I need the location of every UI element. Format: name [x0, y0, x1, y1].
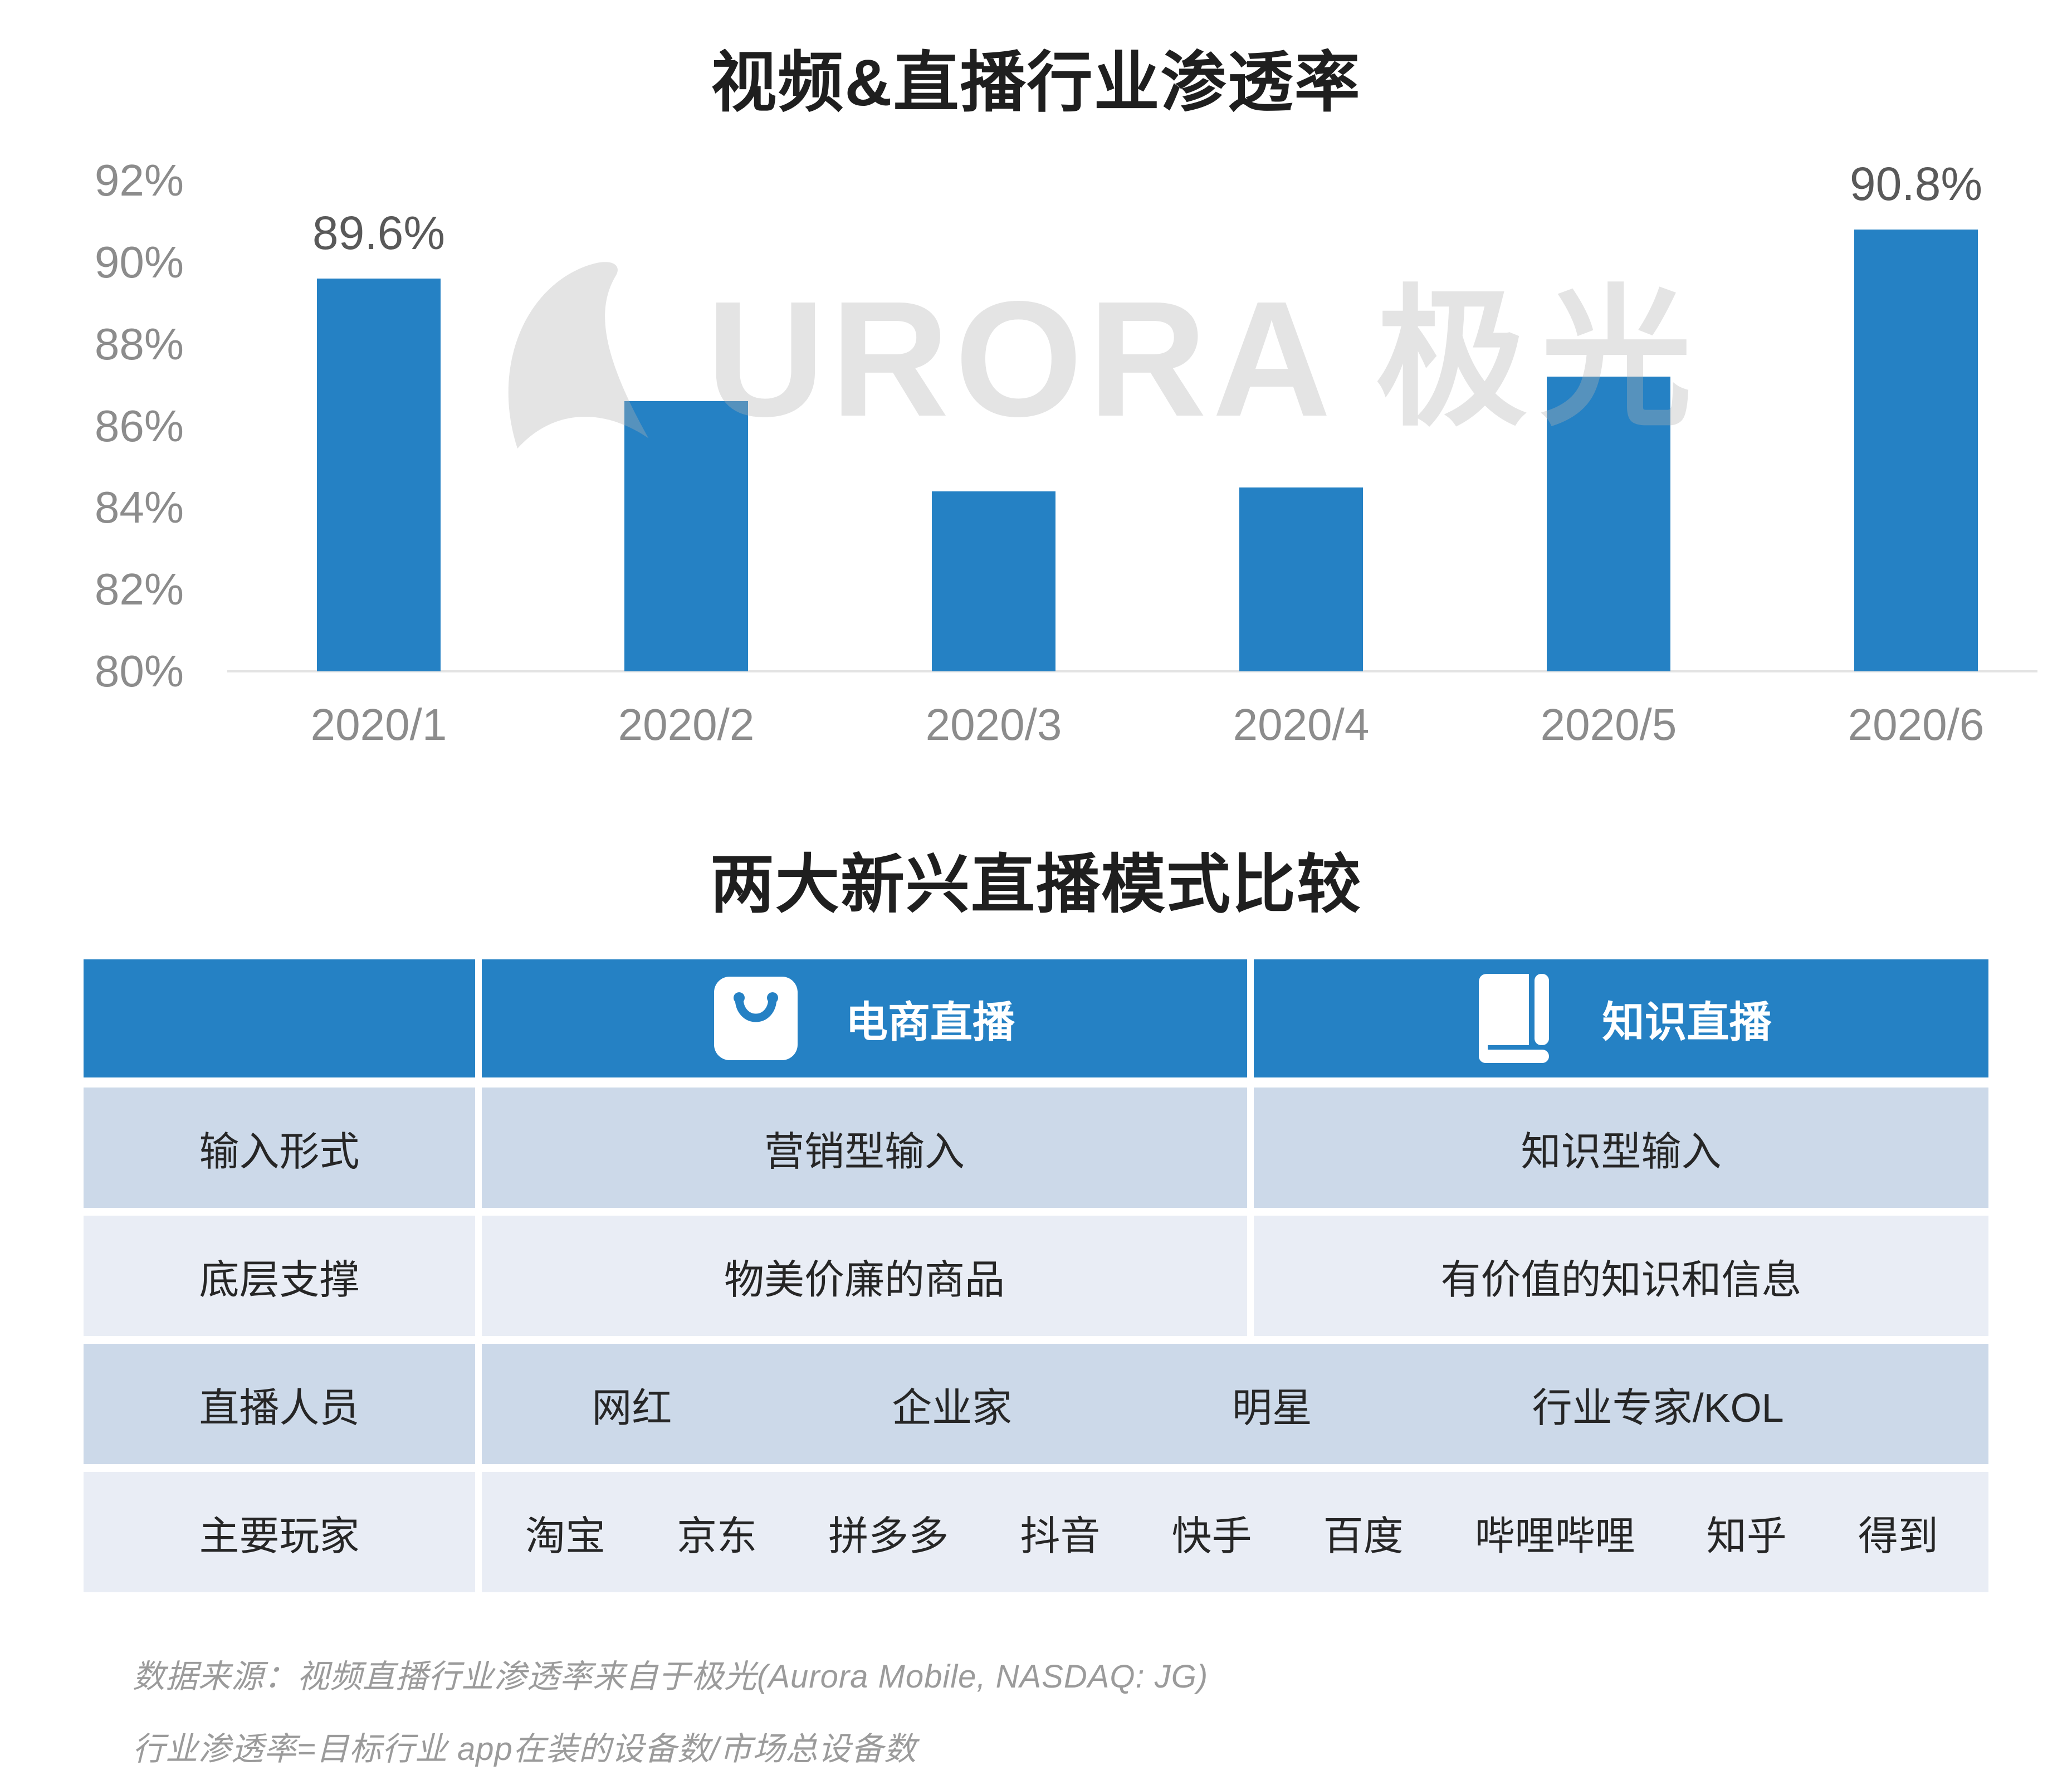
bar-2020/6	[1854, 230, 1978, 671]
data-source-note: 数据来源：视频直播行业渗透率来自于极光(Aurora Mobile, NASDA…	[133, 1659, 1209, 1695]
y-axis-label: 84%	[94, 482, 184, 533]
streamer-item: 明星	[1232, 1386, 1312, 1431]
streamer-item: 网红	[592, 1386, 672, 1431]
chart-title: 视频&直播行业渗透率	[711, 46, 1361, 120]
row-label: 主要玩家	[84, 1472, 475, 1592]
x-axis-label: 2020/2	[618, 700, 755, 749]
row-label: 输入形式	[84, 1088, 475, 1208]
header-empty-cell	[84, 959, 475, 1077]
bar-value-label: 89.6%	[312, 207, 446, 260]
streamer-item: 行业专家/KOL	[1532, 1386, 1784, 1431]
player-item: 拼多多	[828, 1514, 949, 1559]
x-axis-label: 2020/1	[310, 700, 447, 749]
table-title: 两大新兴直播模式比较	[710, 849, 1362, 920]
header-cell-knowledge: 知识直播	[1254, 959, 1988, 1077]
header-label-knowledge: 知识直播	[1602, 999, 1772, 1046]
player-item: 京东	[677, 1514, 758, 1559]
table-row-main-players: 主要玩家 淘宝 京东 拼多多 抖音 快手 百度 哔哩哔哩 知乎 得到	[84, 1472, 1988, 1592]
bar-2020/3	[932, 491, 1055, 671]
table-header-row: 电商直播 知识直播	[84, 959, 1988, 1077]
bar-chart: URORA 极光 92% 90% 88% 86% 84% 82% 80% 2020/1 89.6…	[0, 0, 2072, 791]
player-item: 哔哩哔哩	[1474, 1514, 1635, 1559]
x-axis-label: 2020/4	[1233, 700, 1370, 749]
cell-knowledge-input: 知识型输入	[1254, 1088, 1988, 1208]
book-icon	[1471, 972, 1555, 1065]
header-cell-ecommerce: 电商直播	[482, 959, 1247, 1077]
y-axis-label: 88%	[94, 319, 184, 369]
cell-players-merged: 淘宝 京东 拼多多 抖音 快手 百度 哔哩哔哩 知乎 得到	[482, 1472, 1988, 1592]
streamer-item: 企业家	[892, 1386, 1013, 1431]
player-item: 淘宝	[525, 1514, 606, 1559]
cell-knowledge-foundation: 有价值的知识和信息	[1254, 1216, 1988, 1336]
y-axis-label: 90%	[94, 237, 184, 287]
x-axis-label: 2020/5	[1540, 700, 1677, 749]
bar-2020/4	[1239, 487, 1363, 671]
watermark-brand-text: URORA	[706, 267, 1337, 451]
x-axis-label: 2020/6	[1848, 700, 1985, 749]
cell-streamers-merged: 网红 企业家 明星 行业专家/KOL	[482, 1344, 1988, 1464]
player-item: 得到	[1858, 1514, 1938, 1559]
row-label: 直播人员	[84, 1344, 475, 1464]
player-item: 知乎	[1706, 1514, 1787, 1559]
x-axis-line	[227, 670, 2037, 672]
bar-value-label: 90.8%	[1849, 158, 1983, 211]
table-row-foundation: 底层支撑 物美价廉的商品 有价值的知识和信息	[84, 1216, 1988, 1336]
header-label-ecommerce: 电商直播	[846, 999, 1015, 1046]
table-row-streamers: 直播人员 网红 企业家 明星 行业专家/KOL	[84, 1344, 1988, 1464]
shopping-bag-icon	[714, 977, 798, 1060]
bar-2020/2	[624, 401, 748, 671]
player-item: 抖音	[1020, 1514, 1101, 1559]
x-axis-label: 2020/3	[925, 700, 1062, 749]
y-axis-label: 92%	[94, 155, 184, 205]
player-item: 快手	[1171, 1514, 1252, 1559]
bar-2020/1	[317, 279, 441, 671]
comparison-table: 电商直播 知识直播 输入形式 营销型输入 知识型输入 底层支撑	[84, 959, 1988, 1600]
row-label: 底层支撑	[84, 1216, 475, 1336]
y-axis-label: 86%	[94, 401, 184, 451]
bar-2020/5	[1547, 377, 1670, 671]
player-item: 百度	[1323, 1514, 1404, 1559]
y-axis-label: 80%	[94, 646, 184, 696]
y-axis-label: 82%	[94, 564, 184, 615]
cell-ecommerce-foundation: 物美价廉的商品	[482, 1216, 1247, 1336]
definition-note: 行业渗透率=目标行业 app在装的设备数/市场总设备数	[133, 1731, 917, 1767]
cell-ecommerce-input: 营销型输入	[482, 1088, 1247, 1208]
table-row-input-form: 输入形式 营销型输入 知识型输入	[84, 1088, 1988, 1208]
